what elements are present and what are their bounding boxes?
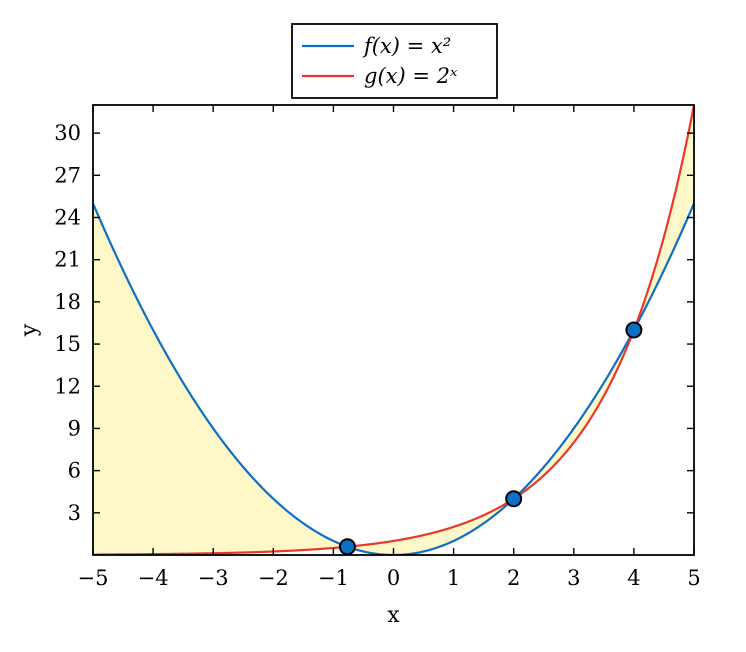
legend: f(x) = x² g(x) = 2ˣ (291, 23, 498, 99)
y-tick-label: 12 (54, 374, 81, 398)
intersection-marker (625, 321, 643, 339)
series-line-g (93, 105, 694, 555)
x-tick-label: 4 (627, 566, 640, 590)
y-tick-label: 27 (54, 163, 81, 187)
y-tick-label: 18 (54, 290, 81, 314)
y-tick-label: 6 (68, 459, 81, 483)
intersection-marker (338, 538, 356, 556)
intersection-marker (505, 490, 523, 508)
x-tick-label: 0 (387, 566, 400, 590)
x-axis-label: x (387, 603, 400, 628)
series-lines (93, 105, 694, 555)
x-tick-label: −5 (78, 566, 109, 590)
legend-entry-g: g(x) = 2ˣ (364, 64, 458, 88)
x-tick-label: −3 (198, 566, 229, 590)
shaded-area (93, 105, 694, 555)
x-tick-label: 2 (507, 566, 520, 590)
x-tick-label: −4 (138, 566, 169, 590)
y-tick-label: 3 (68, 501, 81, 525)
x-tick-label: 5 (687, 566, 700, 590)
y-tick-label: 21 (54, 248, 81, 272)
x-tick-label: −2 (258, 566, 289, 590)
y-tick-label: 30 (54, 121, 81, 145)
x-tick-label: 3 (567, 566, 580, 590)
x-tick-label: −1 (318, 566, 349, 590)
y-tick-label: 15 (54, 332, 81, 356)
y-tick-label: 24 (54, 206, 81, 230)
y-tick-label: 9 (68, 416, 81, 440)
y-axis-label: y (17, 323, 42, 337)
shaded-region (93, 105, 694, 555)
legend-entry-f: f(x) = x² (362, 34, 451, 58)
legend-box (291, 23, 498, 99)
x-tick-label: 1 (447, 566, 460, 590)
series-line-f (93, 203, 694, 555)
intersection-markers (338, 321, 643, 556)
